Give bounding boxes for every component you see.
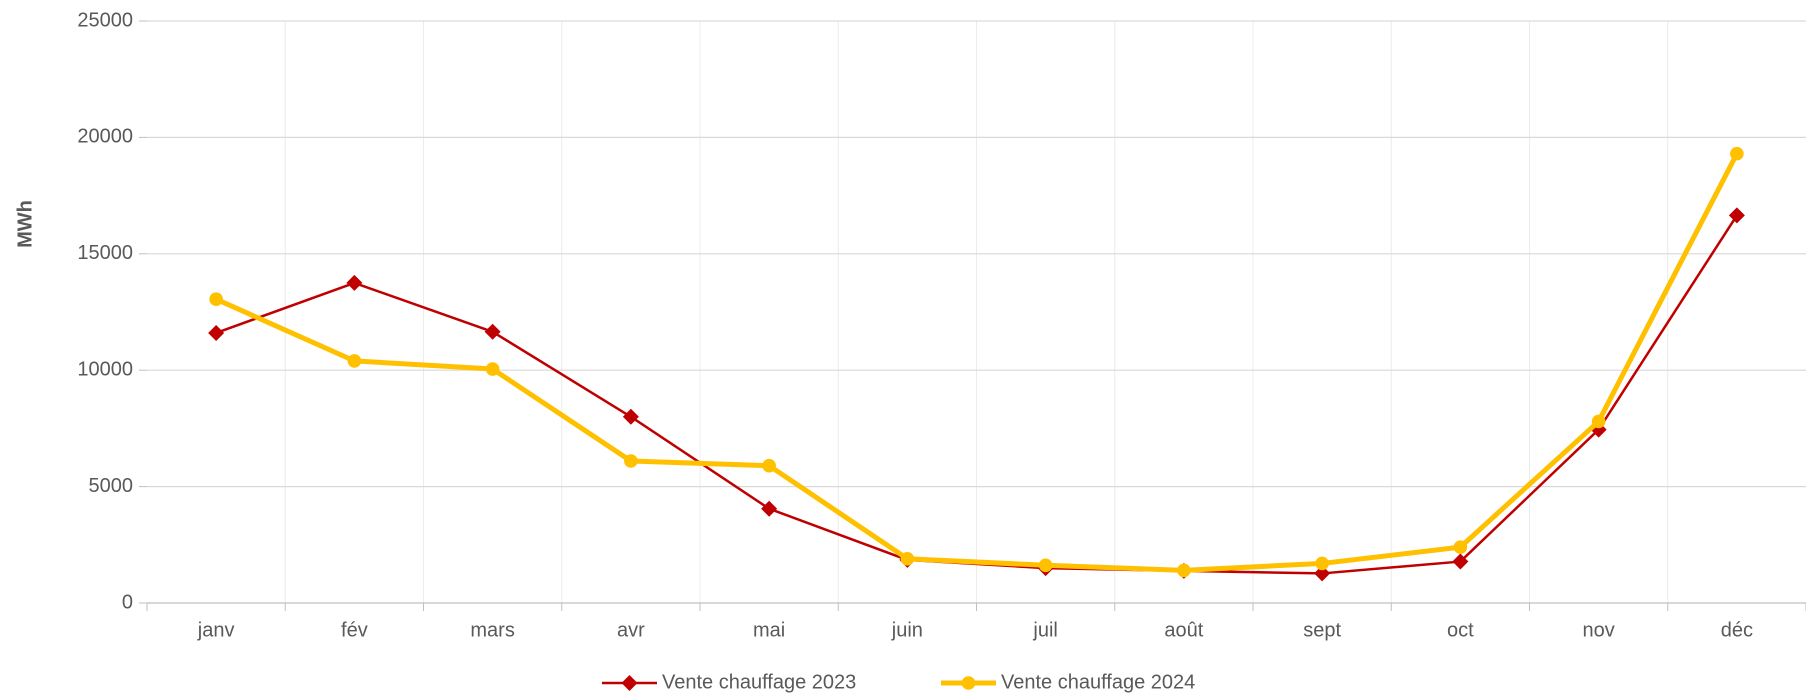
- point-marker: [209, 292, 223, 306]
- y-tick-label: 25000: [77, 9, 133, 31]
- x-tick-label: sept: [1303, 619, 1341, 641]
- x-tick-label: déc: [1721, 619, 1753, 641]
- point-marker: [1314, 565, 1331, 582]
- point-marker: [1591, 414, 1606, 429]
- point-marker: [208, 324, 225, 341]
- point-marker: [1453, 540, 1468, 554]
- point-marker: [346, 274, 363, 291]
- x-tick-label: mars: [470, 619, 514, 641]
- point-marker: [1730, 146, 1744, 161]
- point-marker: [961, 676, 976, 690]
- y-axis-label: MWh: [14, 200, 36, 248]
- point-marker: [624, 454, 638, 468]
- x-tick-label: nov: [1583, 619, 1615, 641]
- point-marker: [900, 551, 915, 566]
- y-tick-label: 5000: [89, 475, 134, 497]
- y-tick-label: 20000: [77, 126, 133, 148]
- x-tick-label: fév: [341, 619, 368, 641]
- x-tick-label: juin: [891, 619, 923, 641]
- point-marker: [761, 500, 778, 517]
- x-tick-label: janv: [197, 619, 235, 641]
- y-tick-label: 15000: [77, 242, 133, 264]
- point-marker: [1177, 563, 1191, 578]
- point-marker: [621, 675, 638, 691]
- point-marker: [1315, 556, 1329, 571]
- x-tick-label: avr: [617, 619, 645, 641]
- point-marker: [347, 354, 362, 368]
- legend-label: Vente chauffage 2024: [1001, 671, 1195, 693]
- legend-label: Vente chauffage 2023: [662, 671, 856, 693]
- point-marker: [485, 362, 500, 376]
- point-marker: [1728, 207, 1745, 224]
- point-marker: [484, 323, 501, 340]
- x-tick-label: oct: [1447, 619, 1474, 641]
- x-tick-label: août: [1164, 619, 1203, 641]
- point-marker: [1452, 553, 1469, 570]
- point-marker: [622, 408, 639, 425]
- series-line: [215, 152, 1740, 573]
- point-marker: [762, 458, 776, 473]
- x-tick-label: mai: [753, 619, 785, 641]
- point-marker: [1038, 558, 1053, 573]
- y-tick-label: 0: [122, 591, 133, 613]
- x-tick-label: juil: [1032, 619, 1057, 641]
- y-tick-label: 10000: [77, 358, 133, 380]
